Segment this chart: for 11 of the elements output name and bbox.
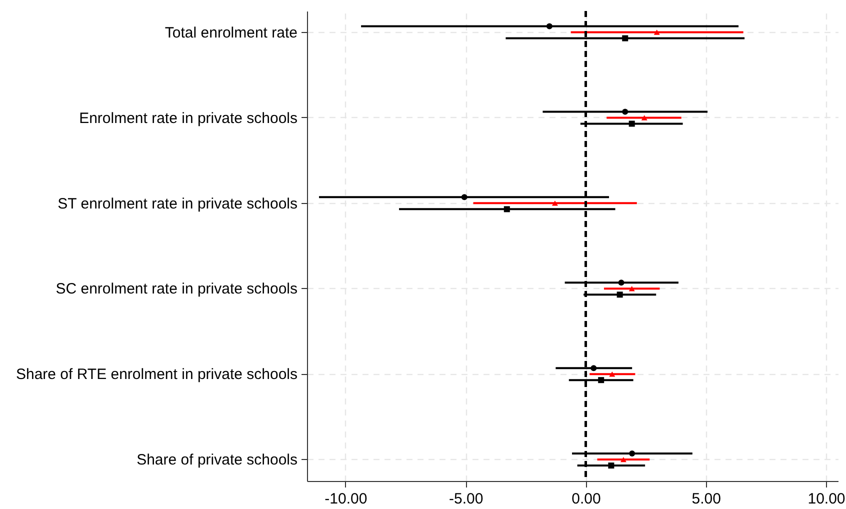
y-tick-label: Enrolment rate in private schools — [79, 110, 298, 127]
x-tick-label: -10.00 — [324, 490, 368, 508]
y-tick-label: Share of RTE enrolment in private schools — [16, 366, 298, 384]
y-tick-label: Share of private schools — [136, 452, 298, 469]
x-tick-label: 10.00 — [808, 490, 846, 508]
x-tick-label: 5.00 — [692, 490, 721, 508]
x-tick-label: -5.00 — [448, 490, 484, 508]
y-tick-label: SC enrolment rate in private schools — [56, 280, 298, 298]
y-tick-label: Total enrolment rate — [164, 24, 298, 42]
y-tick-label: ST enrolment rate in private schools — [58, 195, 298, 212]
x-tick-label: 0.00 — [572, 490, 601, 508]
